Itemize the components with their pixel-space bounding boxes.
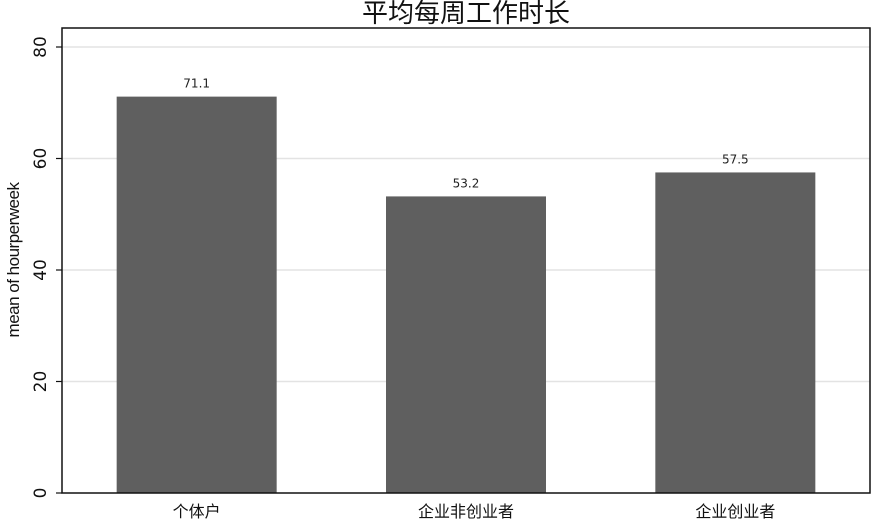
y-tick-label: 0 — [31, 488, 51, 499]
data-label: 57.5 — [722, 152, 749, 166]
bar — [116, 96, 277, 494]
y-tick-label: 20 — [31, 371, 51, 393]
data-label: 53.2 — [453, 176, 480, 190]
x-tick-label: 企业创业者 — [695, 502, 775, 520]
y-axis-label: mean of hourperweek — [4, 182, 23, 338]
chart-title: 平均每周工作时长 — [362, 0, 570, 29]
data-label: 71.1 — [183, 77, 210, 91]
y-tick-label: 60 — [31, 148, 51, 170]
y-tick-label: 40 — [31, 259, 51, 281]
x-tick-label: 个体户 — [173, 502, 221, 520]
bar — [386, 196, 546, 493]
x-tick-label: 企业非创业者 — [418, 502, 514, 520]
y-tick-label: 80 — [31, 36, 51, 58]
bar — [655, 172, 816, 493]
plot-frame — [61, 27, 871, 494]
